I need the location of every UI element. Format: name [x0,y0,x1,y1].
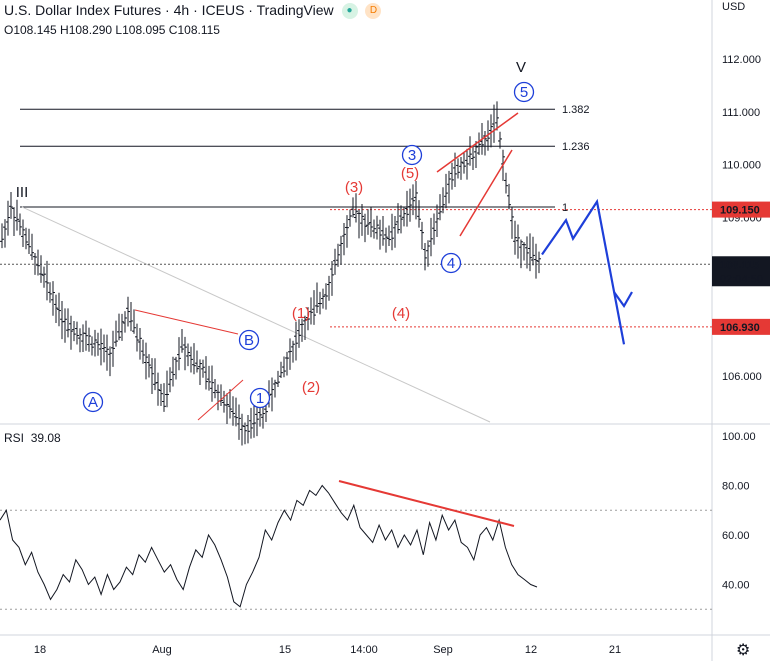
time-tick-label: 21 [609,644,621,656]
trendline-grey [21,206,491,423]
wave-label-3-circle [401,144,423,166]
time-tick-label: 12 [525,644,537,656]
price-tick-label: 111.000 [722,107,760,119]
time-tick-label: Sep [433,644,453,656]
wave-label-red-2: (2) [302,379,320,396]
price-tick-label: 106.000 [722,371,762,383]
price-tag [712,318,770,335]
rsi-tick-label: 80.00 [722,481,750,493]
price-tag [712,201,770,218]
ohlc-bars [0,101,541,446]
price-tag-label: 109.150 [720,205,760,217]
price-tag-label: 106.930 [720,322,760,334]
wave-label-red-3: (3) [345,179,363,196]
wave-label-red-4: (4) [392,305,410,322]
wave-label-4: 4 [447,255,455,272]
wave-label-B-circle [238,329,260,351]
rsi-line [0,484,538,608]
wave-label-III: III [16,184,29,201]
projection-path [541,198,626,345]
wave-label-3: 3 [408,147,416,164]
wedge-lower-line [459,149,513,237]
settings-gear-icon[interactable]: ⚙ [736,642,751,659]
time-tick-label: 15 [279,644,291,656]
rsi-divergence-line [338,480,515,527]
rsi-tick-label: 40.00 [722,580,750,592]
wave-label-A: A [88,394,98,411]
price-tag-label: 108.115 [720,259,759,271]
fib-level-label: 1 [562,202,568,214]
wave-label-5: 5 [520,84,528,101]
rsi-legend: RSI 39.08 [4,431,61,445]
chart-title: U.S. Dollar Index Futures · 4h · ICEUS ·… [4,2,382,20]
wave-label-A-circle [82,391,104,413]
fib-level-label: 1.382 [562,104,590,116]
price-tag [712,256,770,287]
wave-label-V: V [516,59,526,76]
time-tick-label: 18 [34,644,46,656]
wave-label-B: B [244,332,254,349]
price-tick-label: 112.000 [722,54,761,66]
rsi-label: RSI [4,431,25,445]
triangle-lower-line [197,379,244,421]
wave-label-5-circle [513,81,535,103]
wave-label-red-1: (1) [292,305,310,322]
projection-arrowhead [613,291,633,309]
chart-title-text: U.S. Dollar Index Futures · 4h · ICEUS ·… [4,2,334,18]
fib-level-label: 1.236 [562,141,590,153]
triangle-upper-line [134,309,239,335]
rsi-tick-label: 60.00 [722,530,750,542]
wave-label-red-5: (5) [401,165,419,182]
ohlc-readout: O108.145 H108.290 L108.095 C108.115 [4,23,220,37]
market-open-icon: ● [341,3,358,20]
wedge-upper-line [436,112,519,173]
wave-label-4-circle [440,252,462,274]
status-letter-badge: D [365,3,382,20]
price-tick-label: 110.000 [722,160,761,172]
time-tick-label: Aug [152,644,172,656]
time-tick-label: 14:00 [350,644,378,656]
wave-label-1: 1 [256,390,264,407]
rsi-value: 39.08 [30,431,61,445]
currency-label: USD [722,1,745,13]
rsi-tick-label: 100.00 [722,431,756,443]
price-tag-sublabel: 02:04:50 [720,273,763,285]
wave-label-1-circle [249,387,271,409]
